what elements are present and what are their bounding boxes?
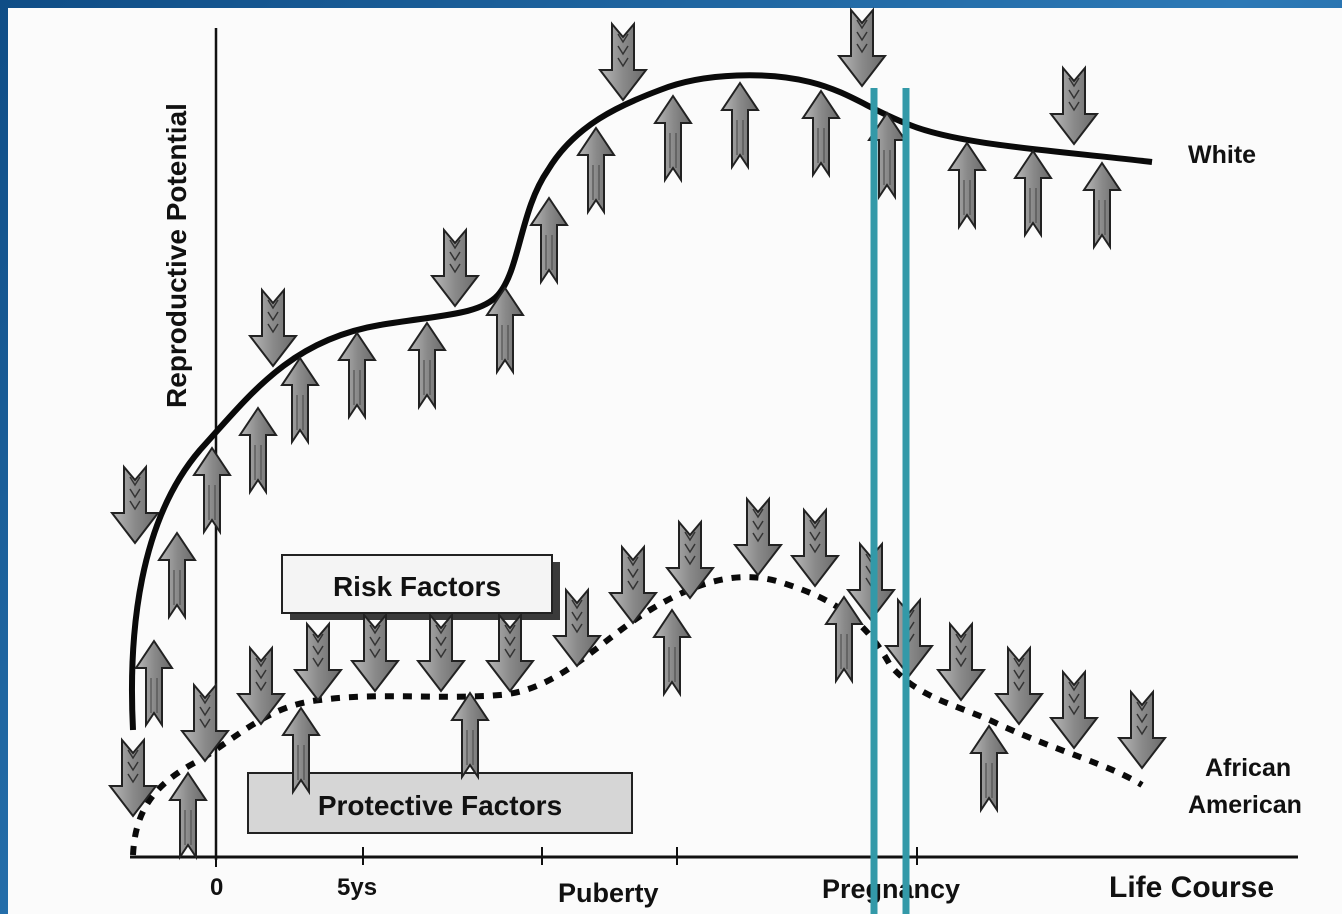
x-axis-label: Life Course <box>1109 871 1274 904</box>
down-arrow-icon <box>486 614 534 692</box>
down-arrow-icon <box>351 614 399 692</box>
protective-factors-legend: Protective Factors <box>247 772 633 834</box>
up-arrow-icon <box>451 692 489 778</box>
up-arrow-icon <box>1083 162 1121 248</box>
aa-curve-label-line2: American <box>1188 791 1302 819</box>
down-arrow-icon <box>1118 691 1166 769</box>
up-arrow-icon <box>135 640 173 726</box>
aa-curve-label-line1: African <box>1205 754 1291 782</box>
highlight-lines <box>870 88 910 914</box>
risk-factors-legend: Risk Factors <box>281 554 560 620</box>
tick-label-5ys: 5ys <box>337 874 377 901</box>
down-arrow-icon <box>249 289 297 367</box>
risk-factors-label: Risk Factors <box>333 571 501 602</box>
down-arrow-icon <box>734 498 782 576</box>
up-arrow-icon <box>408 322 446 408</box>
up-arrow-icon <box>193 447 231 533</box>
down-arrow-icon <box>1050 671 1098 749</box>
up-arrow-icon <box>970 725 1008 811</box>
up-arrow-icon <box>948 142 986 228</box>
down-arrow-icon <box>294 623 342 701</box>
up-arrow-icon <box>802 90 840 176</box>
bottom-risk-arrows <box>109 498 1166 817</box>
up-arrow-icon <box>239 407 277 493</box>
down-arrow-icon <box>237 647 285 725</box>
x-axis-ticks <box>215 847 918 867</box>
up-arrow-icon <box>158 532 196 618</box>
down-arrow-icon <box>431 229 479 307</box>
african-american-curve <box>130 574 1144 856</box>
up-arrow-icon <box>825 596 863 682</box>
white-curve-label: White <box>1188 141 1256 169</box>
up-arrow-icon <box>281 357 319 443</box>
down-arrow-icon <box>599 23 647 101</box>
down-arrow-icon <box>937 623 985 701</box>
down-arrow-icon <box>791 509 839 587</box>
y-axis-label: Reproductive Potential <box>161 103 192 408</box>
up-arrow-icon <box>338 332 376 418</box>
tick-label-pregnancy: Pregnancy <box>822 874 960 904</box>
up-arrow-icon <box>169 772 207 858</box>
down-arrow-icon <box>838 9 886 87</box>
down-arrow-icon <box>111 466 159 544</box>
protective-factors-label: Protective Factors <box>318 790 562 821</box>
up-arrow-icon <box>654 95 692 181</box>
up-arrow-icon <box>1014 150 1052 236</box>
up-arrow-icon <box>721 82 759 168</box>
down-arrow-icon <box>1050 67 1098 145</box>
up-arrow-icon <box>577 127 615 213</box>
up-arrow-icon <box>653 609 691 695</box>
up-arrow-icon <box>530 197 568 283</box>
white-curve <box>129 72 1153 731</box>
tick-label-puberty: Puberty <box>558 878 659 908</box>
down-arrow-icon <box>995 647 1043 725</box>
tick-label-0: 0 <box>210 874 223 901</box>
down-arrow-icon <box>417 614 465 692</box>
